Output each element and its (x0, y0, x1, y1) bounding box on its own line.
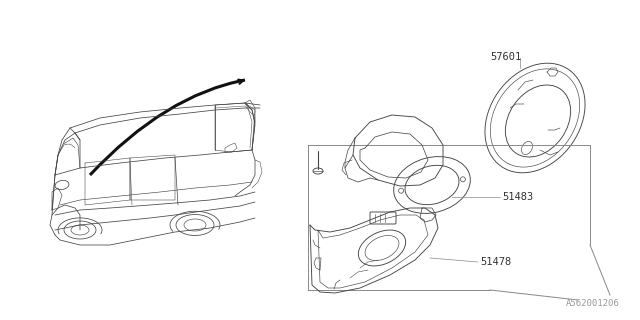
Text: 51483: 51483 (502, 192, 533, 202)
Text: A562001206: A562001206 (566, 299, 620, 308)
Text: 57601: 57601 (490, 52, 521, 62)
Text: 51478: 51478 (480, 257, 511, 267)
